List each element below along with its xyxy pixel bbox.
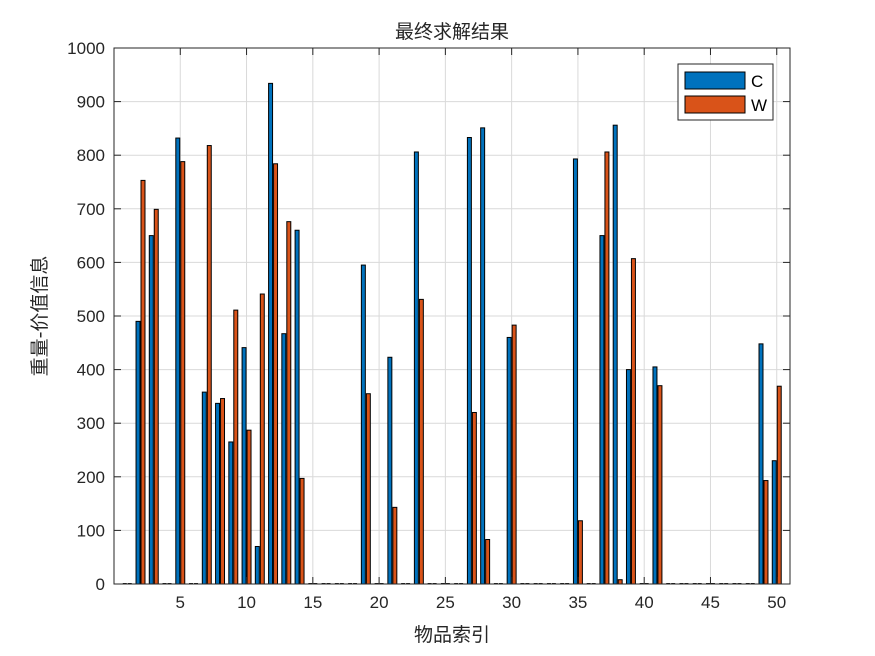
tick-labels: 5 10 15 20 25 30 35 40 45 50010020030040050060070… (67, 39, 786, 612)
bar-w (392, 506, 398, 585)
legend-swatch-w (684, 95, 746, 114)
bar-c (506, 336, 512, 585)
y-tick-label: 900 (77, 93, 105, 112)
bar-w (657, 385, 663, 585)
x-tick-label: 25 (436, 593, 455, 612)
bar-c (360, 264, 366, 585)
bar-w (286, 221, 292, 585)
legend-label-w: W (751, 96, 767, 115)
bar-c (215, 402, 221, 585)
bar-c (135, 320, 141, 585)
bar-w (259, 293, 265, 585)
y-tick-label: 400 (77, 361, 105, 380)
bar-w (180, 161, 186, 585)
bar-c (294, 229, 300, 585)
y-tick-label: 300 (77, 414, 105, 433)
tick-marks (114, 47, 790, 585)
y-axis-label: 重量-价值信息 (29, 256, 51, 377)
bar-c (466, 137, 472, 585)
bar-c (201, 391, 207, 585)
bar-c (175, 137, 181, 585)
bar-w (418, 298, 424, 585)
bar-w (299, 477, 305, 585)
bar-w (233, 309, 239, 585)
bar-c (387, 356, 393, 585)
bar-c (413, 151, 419, 585)
legend: C W (677, 63, 774, 121)
x-tick-label: 15 (303, 593, 322, 612)
chart-title: 最终求解结果 (395, 21, 509, 43)
x-tick-label: 10 (237, 593, 256, 612)
x-tick-label: 40 (635, 593, 654, 612)
x-axis-label: 物品索引 (414, 624, 490, 646)
y-tick-label: 200 (77, 468, 105, 487)
bar-w (617, 579, 623, 585)
bar-c (599, 235, 605, 585)
bar-c (612, 124, 618, 585)
x-tick-label: 20 (370, 593, 389, 612)
bar-c (254, 545, 260, 585)
bar-c (652, 366, 658, 585)
bar-w (630, 258, 636, 585)
y-tick-label: 800 (77, 146, 105, 165)
bar-w (577, 520, 583, 585)
y-tick-label: 100 (77, 521, 105, 540)
x-tick-label: 30 (502, 593, 521, 612)
y-tick-label: 1000 (67, 39, 105, 58)
bar-w (206, 145, 212, 585)
bar-c (281, 333, 287, 585)
bar-c (771, 460, 777, 585)
bar-w (273, 163, 279, 585)
x-tick-label: 35 (568, 593, 587, 612)
legend-swatch-c (684, 71, 746, 90)
bar-w (246, 429, 252, 585)
bar-w (485, 539, 491, 585)
bar-w (220, 398, 226, 585)
bar-c (148, 235, 154, 585)
bar-w (763, 480, 769, 585)
bar-w (140, 179, 146, 585)
y-tick-label: 500 (77, 307, 105, 326)
bar-c (480, 127, 486, 585)
bar-w (511, 324, 517, 585)
bar-c (268, 82, 274, 585)
bar-w (153, 208, 159, 585)
y-tick-label: 700 (77, 200, 105, 219)
x-tick-label: 45 (701, 593, 720, 612)
bar-c (572, 158, 578, 585)
bar-w (776, 385, 782, 585)
bar-w (365, 393, 371, 585)
bar-c (625, 369, 631, 585)
x-tick-label: 50 (767, 593, 786, 612)
bar-w (471, 411, 477, 585)
x-tick-label: 5 (176, 593, 185, 612)
y-tick-label: 600 (77, 253, 105, 272)
y-tick-label: 0 (96, 575, 105, 594)
bar-c (228, 441, 234, 585)
legend-label-c: C (751, 72, 763, 91)
bar-c (758, 343, 764, 585)
bar-w (604, 151, 610, 585)
bar-c (241, 347, 247, 585)
